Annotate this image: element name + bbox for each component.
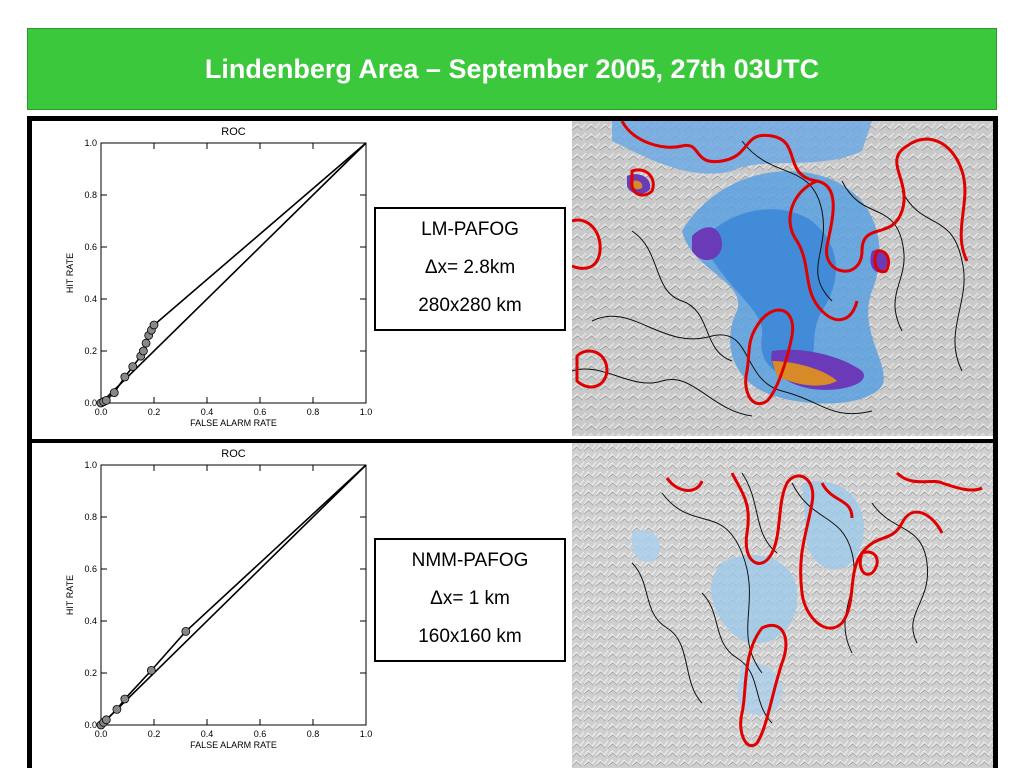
- y-tick-label: 0.4: [84, 616, 97, 626]
- y-tick-label: 0.8: [84, 190, 97, 200]
- x-tick-label: 0.4: [201, 407, 214, 417]
- y-tick-label: 0.4: [84, 294, 97, 304]
- roc-point: [101, 395, 111, 405]
- plot-frame: [100, 142, 367, 404]
- plot-frame: [100, 464, 367, 726]
- roc-chart-lm: ROC 0.0 0.2 0.4 0.6 0.8 1.0 0.0 0.2 0.4 0.6 0.8 1.0 F…: [65, 126, 373, 428]
- roc-point: [149, 320, 159, 330]
- y-tick-label: 0.6: [84, 242, 97, 252]
- fog-map-nmm-image: [572, 443, 993, 768]
- x-axis-label: FALSE ALARM RATE: [190, 740, 277, 750]
- x-tick-label: 0.6: [254, 729, 267, 739]
- diagonal-line: [100, 464, 367, 726]
- roc-point: [139, 346, 148, 356]
- x-tick-label: 0.2: [148, 729, 161, 739]
- fog-map-nmm: [572, 443, 993, 768]
- roc-point: [112, 704, 122, 714]
- slide-title: Lindenberg Area – September 2005, 27th 0…: [204, 53, 820, 84]
- y-tick-label: 1.0: [84, 138, 97, 148]
- title-bar: Lindenberg Area – September 2005, 27th 0…: [27, 28, 997, 110]
- y-tick-label: 0.6: [84, 564, 97, 574]
- x-tick-label: 0.8: [307, 729, 320, 739]
- model-label: NMM-PAFOG: [411, 550, 529, 571]
- fog-map-lm-image: [572, 121, 993, 436]
- y-axis-label: HIT RATE: [65, 253, 75, 293]
- chart-title: ROC: [221, 126, 246, 138]
- panel-nmm-pafog: ROC 0.0 0.2 0.4 0.6 0.8 1.0 0.0 0.2 0.4 0.6 0.8 1.0 F…: [32, 443, 993, 768]
- y-axis-label: HIT RATE: [65, 575, 75, 615]
- info-box-nmm: NMM-PAFOG Δx= 1 km 160x160 km: [374, 538, 566, 662]
- x-tick-label: 1.0: [360, 729, 373, 739]
- y-tick-label: 0.2: [84, 346, 97, 356]
- fog-map-lm: [572, 121, 993, 436]
- x-tick-label: 0.0: [95, 729, 108, 739]
- y-tick-label: 0.0: [84, 398, 97, 408]
- y-tick-label: 1.0: [84, 460, 97, 470]
- x-axis-label: FALSE ALARM RATE: [190, 418, 277, 428]
- roc-point: [181, 626, 191, 636]
- x-tick-label: 0.4: [201, 729, 214, 739]
- model-label: LM-PAFOG: [421, 219, 519, 240]
- x-tick-label: 1.0: [360, 407, 373, 417]
- x-tick-label: 0.6: [254, 407, 267, 417]
- roc-point: [101, 715, 111, 725]
- roc-chart-nmm: ROC 0.0 0.2 0.4 0.6 0.8 1.0 0.0 0.2 0.4 0.6 0.8 1.0 F…: [65, 448, 373, 750]
- y-tick-label: 0.8: [84, 512, 97, 522]
- info-box-lm: LM-PAFOG Δx= 2.8km 280x280 km: [374, 207, 566, 331]
- roc-point: [141, 338, 151, 348]
- roc-point: [146, 665, 156, 675]
- domain-label: 160x160 km: [418, 626, 522, 647]
- resolution-label: Δx= 1 km: [430, 588, 510, 609]
- roc-point: [120, 372, 130, 382]
- roc-point: [128, 362, 138, 372]
- y-tick-label: 0.0: [84, 720, 97, 730]
- panel-lm-pafog: ROC 0.0 0.2 0.4 0.6 0.8 1.0 0.0 0.2 0.4 0.6 0.8 1.0 F…: [32, 121, 993, 439]
- content-frame: ROC 0.0 0.2 0.4 0.6 0.8 1.0 0.0 0.2 0.4 0.6 0.8 1.0 F…: [27, 116, 998, 768]
- x-tick-label: 0.8: [307, 407, 320, 417]
- resolution-label: Δx= 2.8km: [424, 257, 516, 278]
- chart-title: ROC: [221, 448, 246, 460]
- roc-point: [120, 694, 130, 704]
- diagonal-line: [100, 142, 367, 404]
- domain-label: 280x280 km: [418, 295, 522, 316]
- x-tick-label: 0.0: [95, 407, 108, 417]
- y-tick-label: 0.2: [84, 668, 97, 678]
- x-tick-label: 0.2: [148, 407, 161, 417]
- roc-point: [109, 388, 119, 398]
